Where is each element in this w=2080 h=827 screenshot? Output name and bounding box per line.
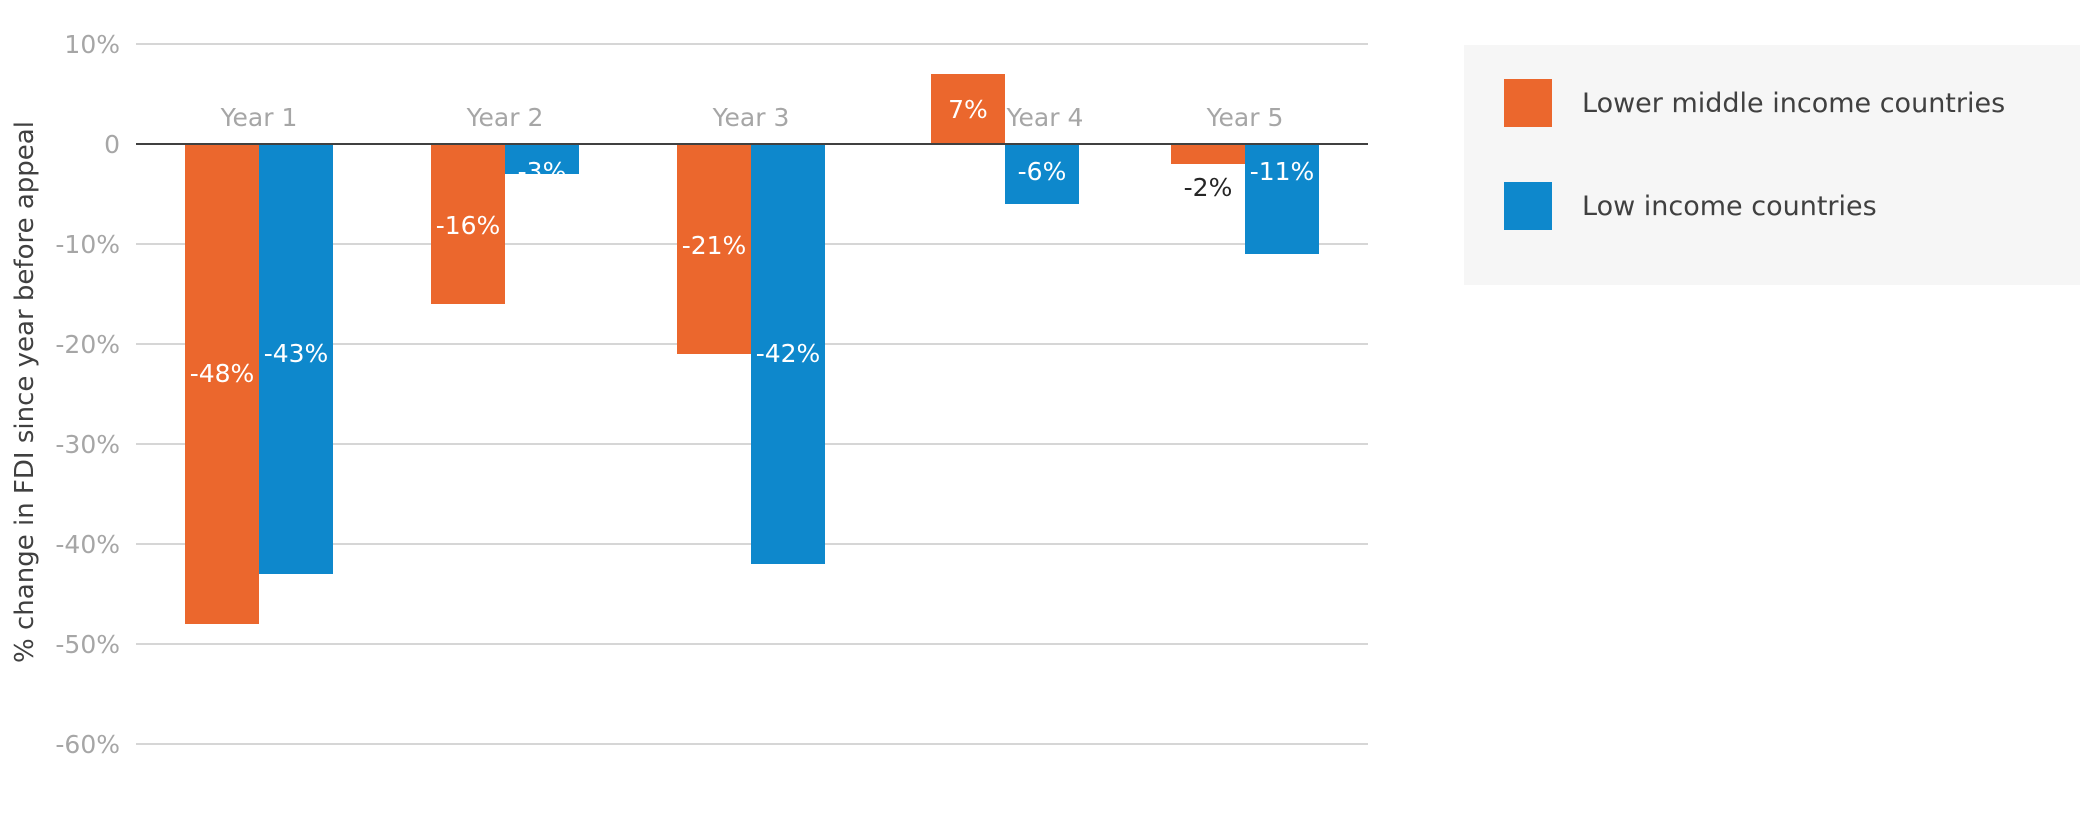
x-category-label: Year 5 [1206, 103, 1284, 132]
data-label: -2% [1184, 173, 1233, 202]
x-category-label: Year 2 [466, 103, 544, 132]
bar [259, 144, 333, 574]
y-tick-label: -10% [55, 230, 120, 259]
bar [751, 144, 825, 564]
y-axis-label: % change in FDI since year before appeal [10, 121, 40, 663]
bar [1171, 144, 1245, 164]
bar [1005, 144, 1079, 204]
data-label: -21% [682, 231, 747, 260]
bar [931, 74, 1005, 144]
bar [677, 144, 751, 354]
legend-label-lower-middle-income: Lower middle income countries [1582, 87, 2006, 119]
bar-chart: % change in FDI since year before appeal… [10, 30, 1368, 759]
data-label: -3% [518, 157, 567, 186]
legend-item-low-income: Low income countries [1504, 182, 1877, 230]
data-label: -42% [756, 339, 821, 368]
y-tick-label: -30% [55, 430, 120, 459]
data-labels: -48% -43% -16% -3% -21% -42% 7% -6% -2% -11% [190, 95, 1315, 388]
y-tick-label: -60% [55, 730, 120, 759]
x-category-label: Year 1 [220, 103, 298, 132]
y-tick-label: -40% [55, 530, 120, 559]
y-tick-label: -20% [55, 330, 120, 359]
bar [185, 144, 259, 624]
y-tick-label: 0 [104, 130, 120, 159]
x-category-label: Year 4 [1006, 103, 1084, 132]
legend-item-lower-middle-income: Lower middle income countries [1504, 79, 2005, 127]
y-axis-ticks: 10% 0 -10% -20% -30% -40% -50% -60% [55, 30, 120, 759]
x-category-label: Year 3 [712, 103, 790, 132]
data-label: -48% [190, 359, 255, 388]
bar [505, 144, 579, 174]
y-tick-label: 10% [64, 30, 120, 59]
data-label: -11% [1250, 157, 1315, 186]
x-axis-categories: Year 1 Year 2 Year 3 Year 4 Year 5 [220, 103, 1284, 132]
data-label: -16% [436, 211, 501, 240]
y-tick-label: -50% [55, 630, 120, 659]
bar [1245, 144, 1319, 254]
legend: Lower middle income countries Low income… [1464, 45, 2080, 285]
legend-label-low-income: Low income countries [1582, 190, 1877, 222]
data-label: -43% [264, 339, 329, 368]
legend-swatch-low-income [1504, 182, 1552, 230]
data-label: 7% [948, 95, 988, 124]
bar [431, 144, 505, 304]
data-label: -6% [1018, 157, 1067, 186]
bars [185, 74, 1319, 624]
legend-swatch-lower-middle-income [1504, 79, 1552, 127]
